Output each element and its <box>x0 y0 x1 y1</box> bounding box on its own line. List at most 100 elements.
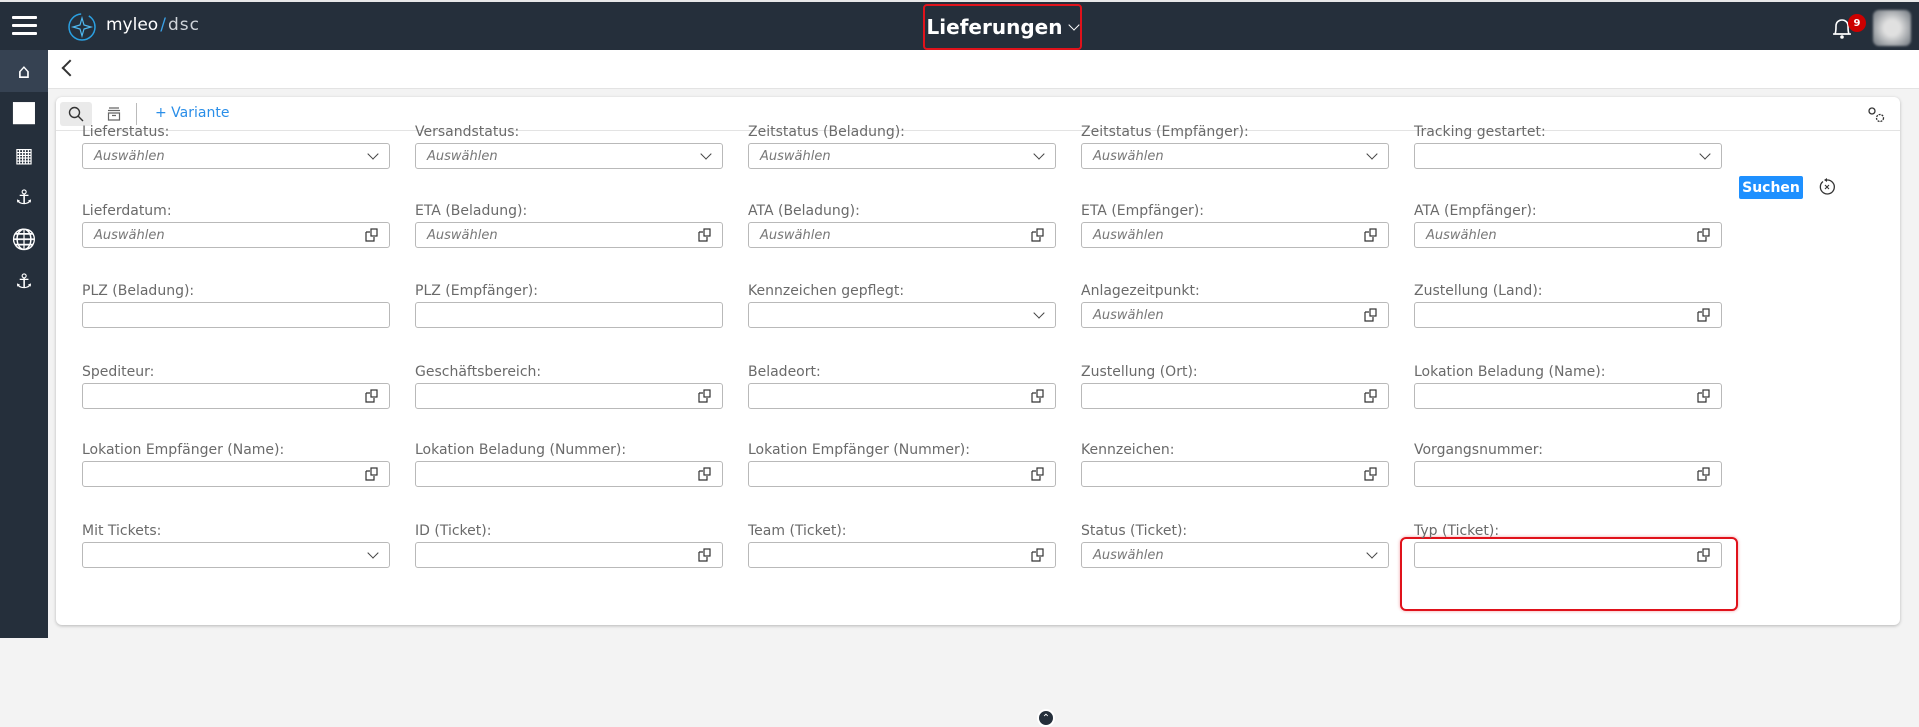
mit-tickets-label: Mit Tickets: <box>82 523 162 539</box>
chevron-down-icon[interactable] <box>1366 547 1378 559</box>
value-help-icon[interactable] <box>698 548 712 562</box>
chart-icon: 📊 <box>11 101 37 125</box>
id-ticket-label: ID (Ticket): <box>415 523 492 539</box>
zeitstatus-beladung-select[interactable]: Auswählen <box>748 143 1056 169</box>
chevron-down-icon[interactable] <box>367 148 379 160</box>
lieferstatus-select[interactable]: Auswählen <box>82 143 390 169</box>
value-help-icon[interactable] <box>1364 228 1378 242</box>
search-icon <box>68 106 84 122</box>
home-icon: ⌂ <box>17 59 31 83</box>
value-help-icon[interactable] <box>698 467 712 481</box>
anchor-icon: ⚓ <box>15 185 33 209</box>
settings-icon[interactable] <box>1866 105 1886 125</box>
value-help-icon[interactable] <box>1364 389 1378 403</box>
lieferdatum-input[interactable]: Auswählen <box>82 222 390 248</box>
chevron-down-icon[interactable] <box>1033 148 1045 160</box>
mit-tickets-select[interactable] <box>82 542 390 568</box>
beladeort-input[interactable] <box>748 383 1056 409</box>
value-help-icon[interactable] <box>698 228 712 242</box>
sidebar-item-anchor[interactable]: ⚓ <box>0 260 48 302</box>
status-ticket-label: Status (Ticket): <box>1081 523 1188 539</box>
value-help-icon[interactable] <box>1364 467 1378 481</box>
search-button[interactable]: Suchen <box>1739 176 1803 199</box>
plz-beladung-input[interactable] <box>82 302 390 328</box>
placeholder: Auswählen <box>1426 228 1497 243</box>
placeholder: Auswählen <box>427 149 498 164</box>
bell-icon[interactable] <box>1831 16 1853 40</box>
value-help-icon[interactable] <box>365 389 379 403</box>
value-help-icon[interactable] <box>365 467 379 481</box>
top-bar: myleo / dsc Lieferungen 9 <box>0 0 1919 50</box>
back-icon[interactable] <box>61 59 79 77</box>
value-help-icon[interactable] <box>365 228 379 242</box>
lokation-beladung-name-input[interactable] <box>1414 383 1722 409</box>
typ-ticket-input[interactable] <box>1414 542 1722 568</box>
zustellung-land-label: Zustellung (Land): <box>1414 283 1543 299</box>
lokation-beladung-nummer-input[interactable] <box>415 461 723 487</box>
chevron-down-icon[interactable] <box>1699 148 1711 160</box>
page-title-dropdown[interactable]: Lieferungen <box>923 4 1082 50</box>
anchor-icon: ⚓ <box>15 269 33 293</box>
placeholder: Auswählen <box>94 149 165 164</box>
value-help-icon[interactable] <box>1697 548 1711 562</box>
reset-icon[interactable] <box>1818 178 1836 196</box>
value-help-icon[interactable] <box>1031 548 1045 562</box>
brand[interactable]: myleo / dsc <box>106 15 200 35</box>
value-help-icon[interactable] <box>1031 389 1045 403</box>
anlagezeitpunkt-input[interactable]: Auswählen <box>1081 302 1389 328</box>
eta-beladung-label: ETA (Beladung): <box>415 203 528 219</box>
placeholder: Auswählen <box>427 228 498 243</box>
collapse-filters-button[interactable]: ⌃ <box>1037 709 1055 727</box>
vorgangsnummer-input[interactable] <box>1414 461 1722 487</box>
placeholder: Auswählen <box>760 228 831 243</box>
value-help-icon[interactable] <box>698 389 712 403</box>
eta-empfänger-input[interactable]: Auswählen <box>1081 222 1389 248</box>
sidebar-item-anchor[interactable]: ⚓ <box>0 176 48 218</box>
dashboard-icon: ▦ <box>14 143 34 167</box>
value-help-icon[interactable] <box>1031 467 1045 481</box>
zeitstatus-empfänger-select[interactable]: Auswählen <box>1081 143 1389 169</box>
spediteur-input[interactable] <box>82 383 390 409</box>
value-help-icon[interactable] <box>1697 308 1711 322</box>
chevron-down-icon[interactable] <box>367 547 379 559</box>
kennzeichen-gepflegt-select[interactable] <box>748 302 1056 328</box>
id-ticket-input[interactable] <box>415 542 723 568</box>
sidebar-item-globe[interactable]: 🌐 <box>0 218 48 260</box>
value-help-icon[interactable] <box>1697 467 1711 481</box>
zustellung-land-input[interactable] <box>1414 302 1722 328</box>
ata-beladung-input[interactable]: Auswählen <box>748 222 1056 248</box>
lieferstatus-label: Lieferstatus: <box>82 124 170 140</box>
status-ticket-select[interactable]: Auswählen <box>1081 542 1389 568</box>
zustellung-ort-input[interactable] <box>1081 383 1389 409</box>
menu-icon[interactable] <box>12 16 37 36</box>
chevron-down-icon[interactable] <box>700 148 712 160</box>
chevron-down-icon[interactable] <box>1033 307 1045 319</box>
versandstatus-label: Versandstatus: <box>415 124 520 140</box>
team-ticket-input[interactable] <box>748 542 1056 568</box>
chevron-up-icon: ⌃ <box>1041 712 1051 724</box>
value-help-icon[interactable] <box>1697 228 1711 242</box>
chevron-down-icon[interactable] <box>1366 148 1378 160</box>
value-help-icon[interactable] <box>1031 228 1045 242</box>
versandstatus-select[interactable]: Auswählen <box>415 143 723 169</box>
avatar[interactable] <box>1873 10 1911 46</box>
lokation-empfänger-name-input[interactable] <box>82 461 390 487</box>
tracking-gestartet-select[interactable] <box>1414 143 1722 169</box>
sidebar-item-chart[interactable]: 📊 <box>0 92 48 134</box>
plz-empfänger-input[interactable] <box>415 302 723 328</box>
lokation-empfänger-name-label: Lokation Empfänger (Name): <box>82 442 285 458</box>
ata-empfänger-input[interactable]: Auswählen <box>1414 222 1722 248</box>
placeholder: Auswählen <box>1093 149 1164 164</box>
value-help-icon[interactable] <box>1697 389 1711 403</box>
eta-beladung-input[interactable]: Auswählen <box>415 222 723 248</box>
lokation-empfänger-nummer-input[interactable] <box>748 461 1056 487</box>
search-toggle-button[interactable] <box>60 102 92 126</box>
lokation-empfänger-nummer-label: Lokation Empfänger (Nummer): <box>748 442 970 458</box>
geschäftsbereich-input[interactable] <box>415 383 723 409</box>
value-help-icon[interactable] <box>1364 308 1378 322</box>
kennzeichen-input[interactable] <box>1081 461 1389 487</box>
sidebar-item-dashboard[interactable]: ▦ <box>0 134 48 176</box>
sidebar-item-home[interactable]: ⌂ <box>0 50 48 92</box>
add-variant-button[interactable]: + Variante <box>155 105 230 121</box>
archive-button[interactable] <box>102 102 126 126</box>
